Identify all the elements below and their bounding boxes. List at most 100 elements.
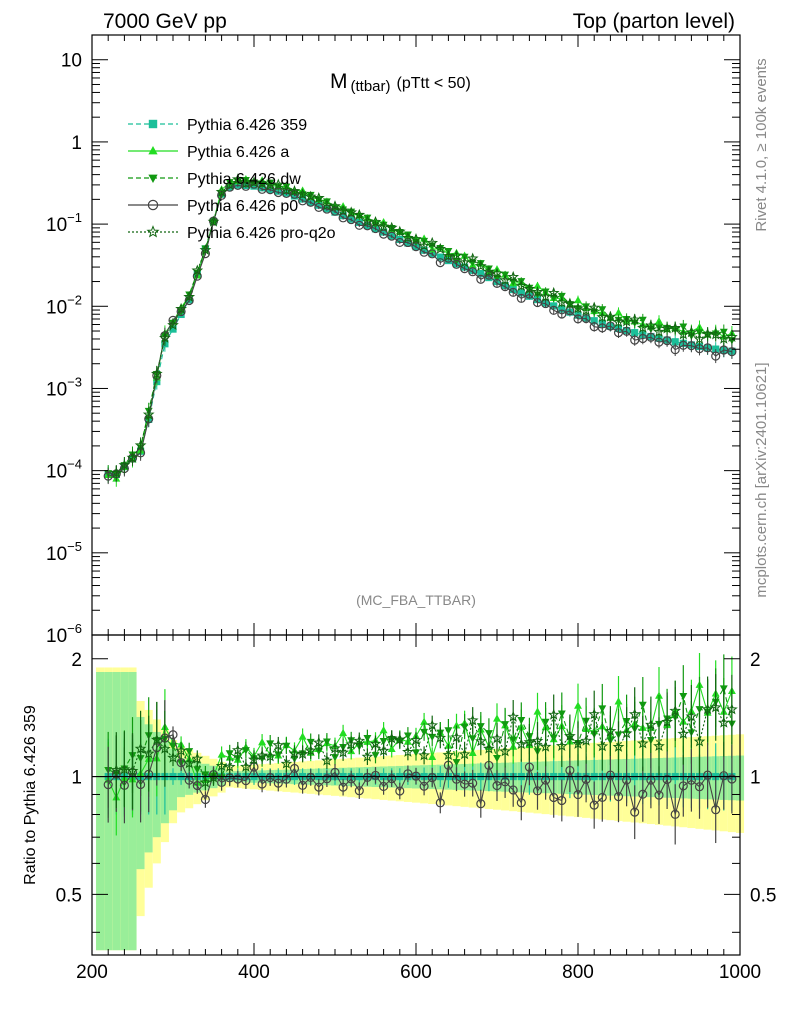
band-inner-bin <box>96 672 105 951</box>
marker <box>231 173 244 185</box>
marker <box>377 744 390 756</box>
series-layer <box>103 173 738 845</box>
marker <box>476 799 486 809</box>
marker <box>126 451 139 463</box>
marker <box>661 322 673 334</box>
marker <box>483 265 495 277</box>
marker <box>581 774 591 784</box>
marker <box>215 759 228 771</box>
marker <box>726 331 738 343</box>
marker <box>557 309 567 319</box>
marker <box>685 710 698 722</box>
marker <box>273 778 283 788</box>
legend-entry-0: Pythia 6.426 359 <box>128 117 307 134</box>
marker <box>620 315 633 327</box>
ratio-ylabel: Ratio to Pythia 6.426 359 <box>22 705 39 885</box>
marker <box>638 789 648 799</box>
marker <box>564 297 576 309</box>
marker <box>670 809 680 819</box>
marker <box>452 759 461 767</box>
ratio-y-tick-label: 1 <box>71 768 82 789</box>
marker <box>466 252 479 264</box>
marker <box>240 177 252 189</box>
marker <box>353 734 366 746</box>
marker <box>515 738 528 750</box>
marker <box>719 771 729 781</box>
marker <box>564 730 576 742</box>
marker <box>314 782 324 792</box>
marker <box>410 233 422 245</box>
marker <box>669 704 682 716</box>
legend-label: Pythia 6.426 p0 <box>187 198 298 215</box>
marker <box>126 764 139 776</box>
marker <box>580 734 592 746</box>
marker <box>420 728 429 737</box>
marker <box>354 786 364 796</box>
marker <box>304 190 317 202</box>
marker <box>274 751 283 759</box>
marker <box>304 744 317 756</box>
y-tick-label-exp: −5 <box>67 539 82 554</box>
marker <box>727 347 737 357</box>
legend-entry-4: Pythia 6.426 pro-q2o <box>128 225 336 242</box>
marker <box>256 177 268 189</box>
marker <box>572 737 584 749</box>
marker <box>435 798 445 808</box>
marker <box>474 260 487 272</box>
marker <box>727 774 737 784</box>
marker <box>662 336 672 346</box>
marker <box>507 270 520 282</box>
marker <box>596 740 609 752</box>
marker <box>418 749 430 761</box>
marker <box>231 744 244 756</box>
ratio-bands <box>96 667 745 951</box>
marker <box>452 721 461 729</box>
marker <box>653 325 665 337</box>
marker <box>200 794 210 805</box>
marker <box>645 718 657 730</box>
marker <box>549 305 559 315</box>
marker <box>549 792 559 803</box>
marker <box>427 773 437 783</box>
marker <box>701 327 714 339</box>
y-tick-label-base: 1 <box>71 133 82 154</box>
marker <box>362 772 372 782</box>
ratio-y-tick-label-right: 1 <box>750 768 761 789</box>
marker <box>516 798 526 808</box>
marker <box>597 792 607 802</box>
y-tick-label-base: 10 <box>46 297 67 318</box>
marker <box>588 708 601 720</box>
marker <box>385 732 398 744</box>
marker <box>192 780 202 791</box>
x-tick-label: 200 <box>76 962 108 983</box>
marker <box>620 727 633 739</box>
marker <box>547 286 560 298</box>
marker <box>257 779 267 789</box>
marker <box>134 439 147 451</box>
marker <box>628 708 641 720</box>
marker <box>217 750 226 758</box>
marker <box>636 737 649 749</box>
main-line <box>115 178 733 474</box>
marker <box>272 739 285 751</box>
legend-label: Pythia 6.426 359 <box>187 117 307 134</box>
marker <box>159 742 171 754</box>
marker <box>183 290 196 302</box>
marker <box>337 204 349 216</box>
marker <box>264 179 277 191</box>
marker <box>280 757 293 769</box>
marker <box>142 408 155 420</box>
x-tick-label: 1000 <box>719 962 761 983</box>
marker <box>353 208 366 220</box>
marker <box>223 760 236 772</box>
marker <box>361 750 374 762</box>
marker <box>555 296 568 308</box>
marker <box>345 206 358 218</box>
marker <box>385 221 398 233</box>
marker <box>604 310 617 322</box>
marker <box>565 765 575 775</box>
x-tick-label: 600 <box>400 962 432 983</box>
marker <box>539 740 552 752</box>
marker <box>516 293 526 303</box>
legend-label: Pythia 6.426 pro-q2o <box>187 225 336 242</box>
